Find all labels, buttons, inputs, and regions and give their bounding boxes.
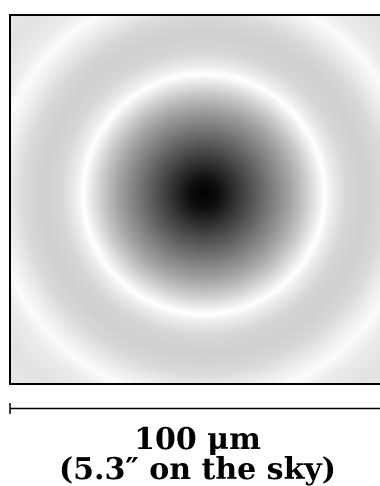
diffraction-pattern-image bbox=[9, 14, 380, 385]
diffraction-pattern-graphic bbox=[11, 16, 380, 383]
scale-length-label: 100 μm bbox=[134, 422, 261, 457]
scale-bar bbox=[9, 400, 380, 416]
scale-sky-label: (5.3″ on the sky) bbox=[58, 452, 336, 486]
